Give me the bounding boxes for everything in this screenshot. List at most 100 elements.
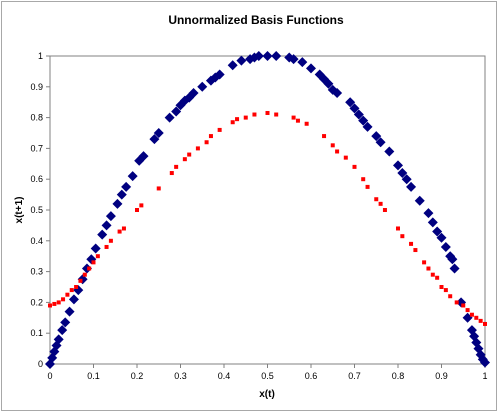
data-point-diamond [401, 174, 412, 185]
data-point-diamond [90, 243, 101, 254]
data-point-diamond [153, 128, 164, 138]
data-point-diamond [288, 54, 299, 65]
data-point-diamond [121, 181, 132, 192]
data-point-diamond [81, 263, 92, 274]
series-layer [45, 51, 490, 369]
data-point-diamond [306, 63, 316, 74]
x-tick-label: 0.3 [174, 371, 187, 381]
data-point-square [121, 226, 126, 231]
data-point-square [474, 315, 479, 320]
series-2 [48, 110, 487, 326]
data-point-diamond [423, 208, 434, 219]
x-axis-title: x(t) [259, 389, 275, 400]
axes: 0 0.1 0.2 0.3 0.4 0.5 0.6 0.7 0.8 0.9 1 0 0.1 0.2 0.3 0… [30, 51, 487, 381]
data-point-square [461, 303, 466, 308]
y-axis-title: x(t+1) [14, 197, 25, 224]
x-tick-label: 0.6 [305, 371, 318, 381]
data-point-diamond [253, 51, 264, 61]
x-tick-label: 0.1 [87, 371, 100, 381]
data-point-diamond [440, 241, 451, 252]
data-point-square [135, 208, 139, 212]
data-point-diamond [164, 112, 175, 123]
data-point-square [48, 303, 52, 308]
data-point-square [204, 140, 209, 145]
data-point-diamond [323, 78, 334, 89]
data-point-square [108, 238, 113, 243]
data-point-square [365, 184, 370, 189]
x-tick-label: 1 [482, 371, 487, 381]
data-point-diamond [214, 69, 225, 80]
y-tick-label: 0.8 [30, 113, 43, 123]
y-tick-label: 0.1 [30, 328, 43, 338]
data-point-diamond [60, 317, 71, 328]
data-point-square [295, 118, 300, 123]
data-point-square [335, 149, 340, 154]
data-point-diamond [97, 229, 108, 240]
data-point-square [426, 266, 431, 271]
data-point-square [304, 121, 309, 126]
data-point-diamond [358, 115, 369, 126]
data-point-diamond [384, 146, 395, 157]
data-point-square [465, 308, 470, 313]
data-point-diamond [436, 232, 447, 243]
data-point-diamond [480, 357, 490, 368]
data-point-square [69, 288, 74, 293]
data-point-square [61, 297, 66, 302]
data-point-square [52, 301, 57, 306]
data-point-square [274, 112, 279, 117]
data-point-diamond [349, 103, 360, 114]
y-tick-label: 0.5 [30, 205, 43, 215]
data-point-diamond [197, 81, 208, 92]
data-point-diamond [138, 151, 149, 162]
y-tick-label: 0.2 [30, 297, 43, 307]
data-point-square [95, 254, 100, 259]
data-point-diamond [432, 226, 443, 237]
x-tick-label: 0.5 [261, 371, 274, 381]
data-point-square [483, 321, 487, 326]
data-point-diamond [406, 181, 417, 192]
data-point-square [469, 312, 474, 317]
y-tick-label: 0.9 [30, 82, 43, 92]
data-point-square [322, 134, 327, 139]
data-point-diamond [332, 87, 343, 98]
data-point-square [235, 117, 240, 122]
data-point-square [195, 146, 200, 151]
data-point-square [208, 134, 213, 139]
data-point-square [91, 260, 96, 265]
data-point-diamond [249, 52, 260, 63]
y-tick-label: 0.3 [30, 267, 43, 277]
data-point-square [87, 266, 92, 271]
data-point-diamond [362, 121, 373, 132]
data-point-square [409, 241, 414, 246]
data-point-square [243, 115, 248, 120]
data-point-diamond [262, 51, 273, 61]
data-point-diamond [427, 217, 438, 228]
data-point-diamond [53, 334, 64, 345]
data-point-square [56, 300, 61, 305]
data-point-diamond [105, 211, 116, 222]
data-point-square [422, 260, 427, 265]
data-point-diamond [171, 106, 182, 117]
data-point-diamond [449, 263, 460, 274]
data-point-diamond [297, 57, 308, 68]
data-point-square [252, 112, 257, 117]
data-point-square [430, 272, 435, 277]
x-tick-label: 0.8 [392, 371, 405, 381]
data-point-square [65, 292, 70, 297]
x-tick-label: 0.7 [348, 371, 361, 381]
data-point-square [400, 234, 405, 239]
data-point-square [104, 244, 109, 249]
data-point-square [78, 278, 83, 283]
data-point-diamond [414, 195, 425, 206]
chart-title: Unnormalized Basis Functions [168, 13, 344, 27]
data-point-square [378, 201, 383, 206]
data-point-diamond [149, 134, 160, 145]
data-point-diamond [397, 168, 408, 179]
data-point-square [187, 152, 192, 157]
data-point-diamond [101, 220, 112, 231]
data-point-square [174, 164, 179, 169]
data-point-square [454, 300, 459, 305]
data-point-diamond [57, 325, 68, 336]
data-point-diamond [68, 294, 79, 305]
